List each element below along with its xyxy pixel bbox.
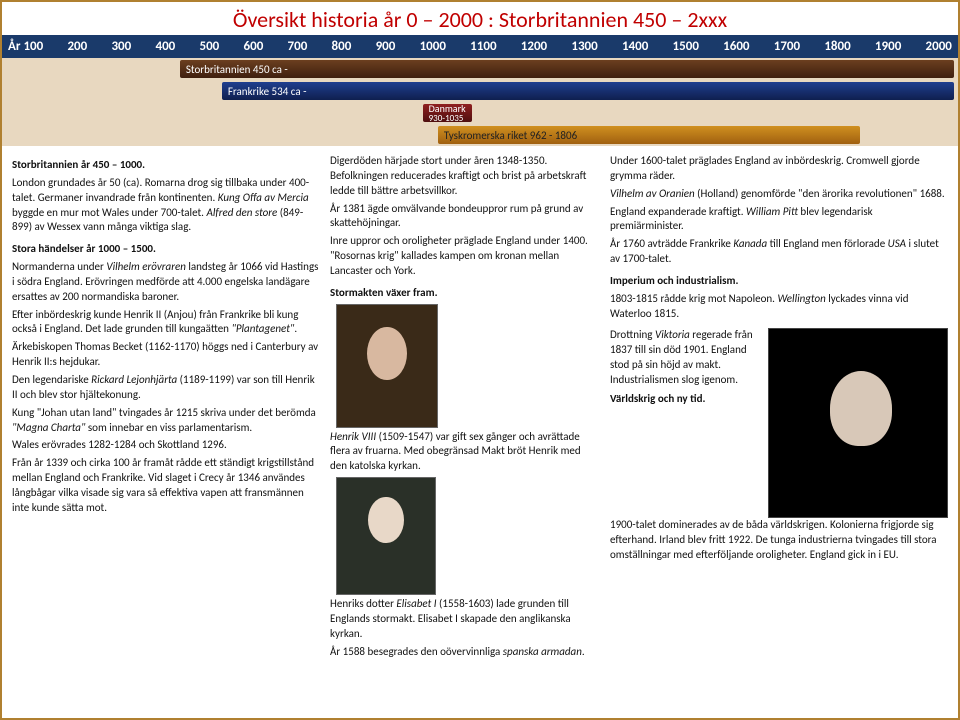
col1-p1: London grundades år 50 (ca). Romarna dro… — [12, 176, 320, 235]
col1-h1: Storbritannien år 450 – 1000. — [12, 158, 320, 173]
col2-p4: Henrik VIII (1509-1547) var gift sex gån… — [330, 430, 600, 475]
victoria-block: Drottning Viktoria regerade från 1837 ti… — [610, 328, 948, 518]
year-label: 1900 — [875, 39, 901, 54]
col3-p4: År 1760 avträdde Frankrike Kanada till E… — [610, 237, 948, 267]
bar-label: Danmark — [429, 104, 466, 114]
year-label: 1700 — [774, 39, 800, 54]
year-label: 1300 — [571, 39, 597, 54]
year-label: 1000 — [420, 39, 446, 54]
year-label: 1100 — [470, 39, 496, 54]
year-label: 1500 — [673, 39, 699, 54]
victoria-text: Drottning Viktoria regerade från 1837 ti… — [610, 328, 760, 409]
column-2: Digerdöden härjade stort under åren 1348… — [330, 154, 600, 663]
col2-p6: År 1588 besegrades den oövervinnliga spa… — [330, 645, 600, 660]
bar-years: 930-1035 — [429, 114, 466, 123]
year-label: 900 — [376, 39, 396, 54]
col3-p3: England expanderade kraftigt. William Pi… — [610, 205, 948, 235]
year-label: 200 — [67, 39, 87, 54]
bar-danmark: Danmark930-1035 — [423, 104, 473, 122]
col2-h1: Stormakten växer fram. — [330, 286, 600, 301]
col2-p3: Inre uppror och oroligheter präglade Eng… — [330, 234, 600, 279]
col3-p6: 1900-talet dominerades av de båda världs… — [610, 518, 948, 563]
timeline-bands: Storbritannien 450 ca - Frankrike 534 ca… — [2, 58, 958, 146]
text-columns: Storbritannien år 450 – 1000. London gru… — [2, 146, 958, 671]
col2-p5: Henriks dotter Elisabet I (1558-1603) la… — [330, 597, 600, 642]
col1-p2g: Från år 1339 och cirka 100 år framåt råd… — [12, 456, 320, 515]
bar-label: Tyskromerska riket 962 - 1806 — [444, 129, 577, 142]
col1-h2: Stora händelser år 1000 – 1500. — [12, 242, 320, 257]
henry-viii-portrait — [336, 304, 438, 428]
col2-p1: Digerdöden härjade stort under åren 1348… — [330, 154, 600, 199]
col3-p5: 1803-1815 rådde krig mot Napoleon. Welli… — [610, 292, 948, 322]
year-label: 1800 — [824, 39, 850, 54]
year-label: År 100 — [8, 39, 43, 54]
year-label: 500 — [200, 39, 220, 54]
col3-h1: Imperium och industrialism. — [610, 274, 948, 289]
col1-p2d: Den legendariske Rickard Lejonhjärta (11… — [12, 373, 320, 403]
col1-p2a: Normanderna under Vilhelm erövraren land… — [12, 260, 320, 305]
col1-p2b: Efter inbördeskrig kunde Henrik II (Anjo… — [12, 308, 320, 338]
year-label: 1600 — [723, 39, 749, 54]
col3-h2: Världskrig och ny tid. — [610, 392, 760, 407]
col3-victoria: Drottning Viktoria regerade från 1837 ti… — [610, 328, 760, 387]
page: Översikt historia år 0 – 2000 : Storbrit… — [0, 0, 960, 720]
bar-frankrike: Frankrike 534 ca - — [222, 82, 954, 100]
col3-p1: Under 1600-talet präglades England av in… — [610, 154, 948, 184]
timeline-years: År 100 200 300 400 500 600 700 800 900 1… — [2, 35, 958, 58]
column-1: Storbritannien år 450 – 1000. London gru… — [12, 154, 320, 663]
year-label: 2000 — [926, 39, 952, 54]
col1-p2f: Wales erövrades 1282-1284 och Skottland … — [12, 438, 320, 453]
col3-p2: Vilhelm av Oranien (Holland) genomförde … — [610, 187, 948, 202]
year-label: 300 — [111, 39, 131, 54]
timeline: År 100 200 300 400 500 600 700 800 900 1… — [2, 35, 958, 146]
page-title: Översikt historia år 0 – 2000 : Storbrit… — [2, 2, 958, 35]
year-label: 700 — [288, 39, 308, 54]
year-label: 400 — [155, 39, 175, 54]
year-label: 1200 — [521, 39, 547, 54]
bar-label: Storbritannien 450 ca - — [186, 63, 288, 76]
bar-label: Frankrike 534 ca - — [228, 85, 307, 98]
year-label: 600 — [244, 39, 264, 54]
elisabet-i-portrait — [336, 477, 436, 595]
year-label: 800 — [332, 39, 352, 54]
bar-tyskromerska: Tyskromerska riket 962 - 1806 — [438, 126, 861, 144]
bar-storbritannien: Storbritannien 450 ca - — [180, 60, 954, 78]
year-label: 1400 — [622, 39, 648, 54]
col1-p2c: Ärkebiskopen Thomas Becket (1162-1170) h… — [12, 340, 320, 370]
victoria-portrait — [768, 328, 948, 518]
column-3: Under 1600-talet präglades England av in… — [610, 154, 948, 663]
col1-p2e: Kung "Johan utan land" tvingades år 1215… — [12, 406, 320, 436]
col2-p2: År 1381 ägde omvälvande bondeuppror rum … — [330, 202, 600, 232]
